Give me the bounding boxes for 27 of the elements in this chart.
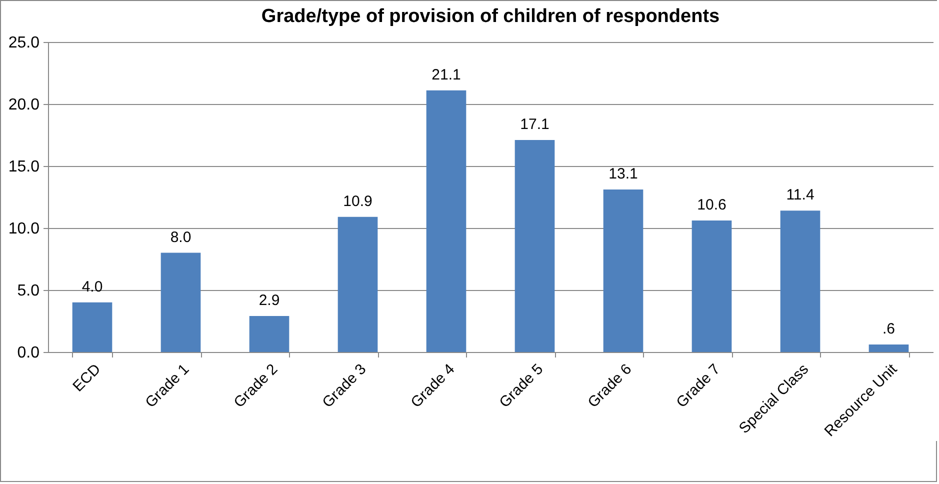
chart-title: Grade/type of provision of children of respondents [261,6,720,27]
data-label: 2.9 [258,292,280,310]
bar [160,252,201,352]
data-label: 8.0 [170,228,192,246]
y-tick-label: 5.0 [17,282,40,300]
y-tick-label: 20.0 [8,96,40,114]
bar [780,210,820,352]
bar [426,90,466,352]
bar [514,140,555,352]
y-tick-label: 15.0 [8,158,40,176]
y-tick-label: 10.0 [8,220,40,238]
bar [338,216,378,352]
data-label: 13.1 [608,166,638,183]
data-label: 17.1 [520,116,550,133]
bar [868,344,909,352]
bar [72,302,112,352]
data-label: 21.1 [432,66,461,84]
data-label: .6 [882,320,896,338]
y-tick-label: 25.0 [8,34,40,52]
bar [692,220,732,352]
bar [249,316,290,352]
y-tick-label: 0.0 [17,344,40,362]
data-label: 10.6 [697,196,726,214]
bar [603,190,644,352]
data-label: 10.9 [343,192,372,210]
data-label: 11.4 [786,186,814,204]
data-label: 4.0 [82,278,103,296]
